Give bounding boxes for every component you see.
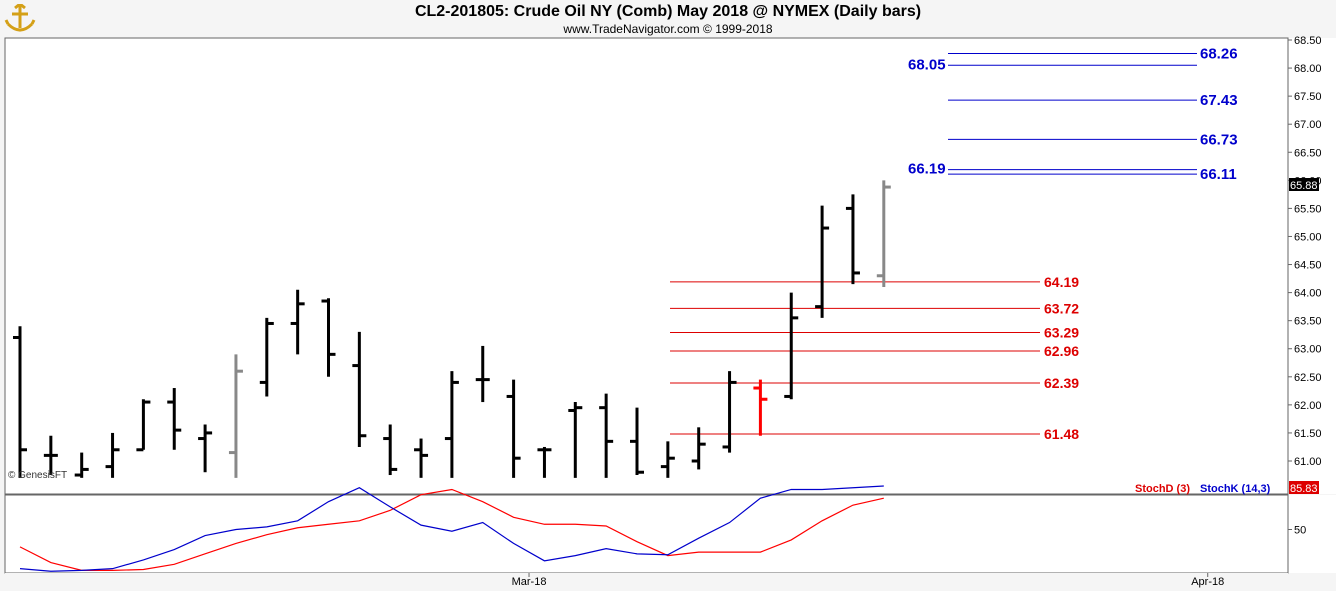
ohlc-bar — [845, 194, 860, 285]
y-tick-label: 67.00 — [1294, 119, 1322, 131]
ohlc-bar — [568, 402, 583, 478]
stoch-y-tick-label: 50 — [1294, 525, 1306, 537]
ohlc-bar — [506, 379, 521, 478]
support-label: 61.48 — [1044, 426, 1079, 442]
y-tick-label: 62.00 — [1294, 400, 1322, 412]
ohlc-bar — [198, 424, 213, 473]
last-stoch-tag — [1289, 481, 1319, 494]
support-label: 64.19 — [1044, 274, 1079, 290]
chart-title: CL2-201805: Crude Oil NY (Comb) May 2018… — [414, 3, 922, 20]
support-label: 62.96 — [1044, 343, 1079, 359]
x-axis-strip — [5, 573, 1288, 591]
resistance-label: 67.43 — [1200, 92, 1238, 109]
ohlc-bar — [630, 407, 644, 476]
support-label: 63.29 — [1044, 324, 1079, 340]
x-tick-label: Apr-18 — [1191, 576, 1224, 588]
y-tick-label: 67.50 — [1294, 91, 1322, 103]
resistance-label: 68.26 — [1200, 45, 1238, 62]
ohlc-bar — [43, 435, 58, 476]
y-tick-label: 65.50 — [1294, 203, 1322, 215]
ohlc-bar — [228, 354, 243, 478]
resistance-label: 66.73 — [1200, 131, 1238, 148]
ohlc-bar — [321, 298, 336, 377]
ohlc-bar — [784, 292, 799, 400]
chart-header: CL2-201805: Crude Oil NY (Comb) May 2018… — [0, 0, 1336, 38]
ohlc-bar — [815, 205, 830, 318]
price-axis-strip — [1288, 38, 1336, 494]
y-tick-label: 64.50 — [1294, 260, 1322, 272]
resistance-label: 66.11 — [1200, 166, 1237, 183]
ohlc-bar — [290, 289, 305, 355]
last-price-tag — [1289, 178, 1319, 191]
ohlc-bar — [74, 452, 89, 478]
chart-subtitle: www.TradeNavigator.com © 1999-2018 — [563, 22, 773, 36]
last-price-label: 65.88 — [1290, 180, 1318, 192]
ohlc-bar — [444, 371, 459, 478]
ohlc-bar — [414, 438, 429, 478]
price-panel — [4, 37, 1289, 495]
resistance-label: 68.05 — [908, 56, 946, 73]
ohlc-bar — [383, 424, 398, 476]
y-tick-label: 64.00 — [1294, 288, 1322, 300]
stochd-line — [19, 488, 884, 571]
ohlc-bar — [537, 446, 552, 478]
ohlc-bar — [475, 345, 490, 403]
ohlc-bar — [660, 441, 675, 478]
y-tick-label: 66.50 — [1294, 147, 1322, 159]
anchor-trident-logo — [4, 4, 36, 32]
ohlc-bar — [876, 180, 891, 287]
ohlc-bar — [352, 331, 367, 447]
y-tick-label: 61.50 — [1294, 428, 1322, 440]
y-tick-label: 63.50 — [1294, 316, 1322, 328]
ohlc-bar — [691, 427, 706, 470]
y-tick-label: 63.00 — [1294, 344, 1322, 356]
ohlc-bar — [753, 379, 768, 436]
resistance-label: 66.19 — [908, 161, 946, 178]
stochk-line — [19, 485, 884, 572]
legend-stochd: StochD (3) — [1135, 483, 1190, 495]
x-tick-label: Mar-18 — [512, 576, 547, 588]
y-tick-label: 65.00 — [1294, 231, 1322, 243]
stochastic-panel — [4, 494, 1289, 574]
y-tick-label: 68.00 — [1294, 63, 1322, 75]
watermark-text: © GenesisFT — [8, 470, 67, 481]
y-tick-label: 68.50 — [1294, 35, 1322, 47]
y-tick-label: 62.50 — [1294, 372, 1322, 384]
last-stoch-label: 85.83 — [1290, 483, 1318, 495]
support-label: 62.39 — [1044, 375, 1079, 391]
ohlc-bar — [722, 371, 737, 453]
ohlc-bar — [599, 393, 614, 478]
ohlc-bar — [259, 317, 274, 397]
stoch-axis-strip — [1288, 495, 1336, 573]
ohlc-bar — [13, 326, 27, 478]
ohlc-bar — [105, 432, 120, 478]
ohlc-bar — [167, 388, 182, 450]
ohlc-bar — [136, 399, 151, 452]
support-label: 63.72 — [1044, 300, 1079, 316]
legend-stochk: StochK (14,3) — [1200, 483, 1271, 495]
y-tick-label: 61.00 — [1294, 456, 1322, 468]
